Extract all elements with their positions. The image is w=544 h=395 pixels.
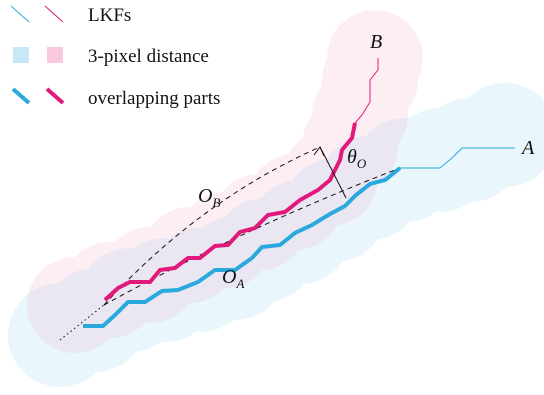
label-theta: θO bbox=[347, 146, 367, 171]
legend-overlap-pink-icon bbox=[45, 87, 65, 105]
curve-b-overlap-line bbox=[103, 122, 357, 302]
distance-disk bbox=[418, 98, 522, 202]
legend-lkfs-label: LKFs bbox=[88, 5, 131, 26]
distance-disk bbox=[388, 108, 492, 212]
legend-distance-label: 3-pixel distance bbox=[88, 46, 209, 67]
label-a: A bbox=[520, 137, 535, 159]
curve-b-thin-line bbox=[354, 58, 379, 124]
label-ob: OB bbox=[198, 185, 220, 210]
distance-disk bbox=[102, 227, 198, 323]
distance-disk bbox=[8, 283, 112, 387]
distance-disk bbox=[27, 257, 123, 353]
legend-lkf-blue-icon bbox=[10, 5, 30, 23]
distance-disk bbox=[302, 97, 398, 193]
distance-disk bbox=[312, 67, 408, 163]
label-theta-sub: O bbox=[357, 156, 367, 171]
label-b: B bbox=[370, 31, 382, 53]
legend-overlap-blue-icon bbox=[11, 87, 31, 105]
curve-a-overlap-line bbox=[83, 166, 402, 328]
label-oa: OA bbox=[222, 266, 244, 291]
distance-disk bbox=[177, 192, 273, 288]
dotted-extension bbox=[59, 304, 105, 341]
dashed-line-ob bbox=[103, 146, 321, 306]
angle-arrowhead bbox=[313, 146, 325, 157]
label-oa-sub: A bbox=[235, 276, 244, 291]
distance-disk bbox=[142, 207, 238, 303]
legend-distance-blue-swatch bbox=[13, 47, 29, 63]
distance-disk bbox=[43, 268, 147, 372]
legend: LKFs 3-pixel distance overlapping parts bbox=[10, 5, 220, 109]
legend-distance-pink-swatch bbox=[47, 47, 63, 63]
distance-disk bbox=[453, 83, 544, 187]
dashed-line-oa bbox=[103, 167, 401, 306]
legend-lkf-pink-icon bbox=[44, 5, 64, 23]
distance-disk bbox=[62, 242, 158, 338]
curve-a-thin-line bbox=[400, 147, 515, 169]
distance-disk bbox=[318, 136, 422, 240]
distance-disk bbox=[213, 198, 317, 302]
distance-disk bbox=[327, 10, 423, 106]
distance-disk bbox=[353, 118, 457, 222]
label-ob-sub: B bbox=[212, 195, 220, 210]
legend-overlap-label: overlapping parts bbox=[88, 88, 220, 109]
